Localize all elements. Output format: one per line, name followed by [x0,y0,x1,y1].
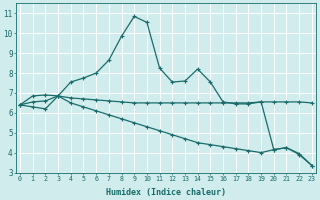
X-axis label: Humidex (Indice chaleur): Humidex (Indice chaleur) [106,188,226,197]
